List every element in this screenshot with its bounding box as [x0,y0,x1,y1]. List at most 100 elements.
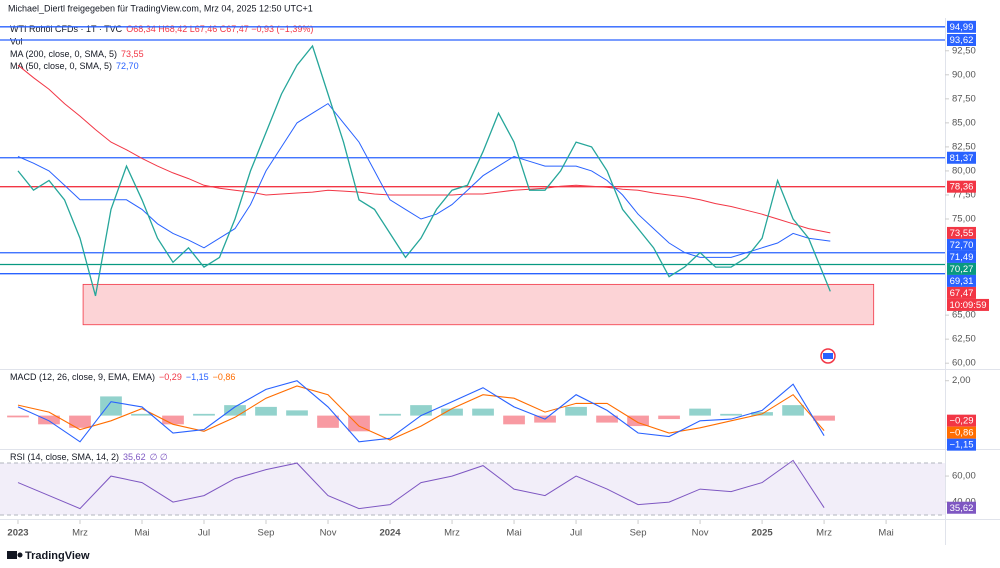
attribution: Michael_Diertl freigegeben für TradingVi… [8,3,313,13]
series-line [17,102,831,258]
series-line [17,385,825,441]
macd-title: MACD (12, 26, close, 9, EMA, EMA) [10,372,155,382]
histogram-bar [100,396,122,416]
histogram-bar [658,415,680,420]
x-tick-label: Mrz [72,528,88,539]
y-tick-label: 2,00 [952,375,971,386]
price-label-box [947,151,976,164]
price-label: 35,62 [950,503,974,514]
y-tick-label: 85,00 [952,117,976,128]
histogram-bar [224,405,246,416]
price-label: −1,15 [949,440,973,451]
logo [7,551,23,559]
x-tick-label: Sep [630,528,647,539]
brand: TradingView [25,550,90,562]
series-line [17,44,831,297]
symbol-title: WTI Rohöl CFDs · 1T · TVC [10,24,123,34]
rsi-title: RSI (14, close, SMA, 14, 2) [10,452,119,462]
histogram-bar [627,415,649,427]
rsi-band [0,463,945,516]
flag-icon [820,348,836,364]
y-tick-label: 82,50 [952,141,976,152]
price-label-box [947,274,976,287]
macd-value: −1,15 [186,372,209,382]
histogram-bar [193,413,215,416]
price-label: 69,31 [950,276,974,287]
x-tick-label: Nov [320,528,337,539]
x-tick-label: Sep [258,528,275,539]
histogram-bar [348,415,370,432]
price-label: 72,70 [950,240,974,251]
ma50-value: 72,70 [116,61,139,71]
price-label: 73,55 [950,228,974,239]
legend-rsi: RSI (14, close, SMA, 14, 2) 35,62 ∅ ∅ [10,452,168,462]
price-label: −0,86 [949,428,973,439]
histogram-bar [472,408,494,416]
x-tick-label: Nov [692,528,709,539]
x-tick-label: Mai [878,528,893,539]
price-label-box [947,226,976,239]
price-label-box [947,250,976,263]
x-tick-label: Mai [506,528,521,539]
histogram-bar [162,415,184,425]
price-label-box [947,20,976,33]
histogram-bar [38,415,60,425]
price-label: 94,99 [950,22,974,33]
histogram-bar [317,415,339,428]
macd-signal-value: −0,86 [213,372,236,382]
legend-ma50: MA (50, close, 0, SMA, 5) 72,70 [10,61,139,71]
legend-volume: Vol [10,36,23,46]
price-label-box [947,262,976,275]
ma200-name: MA (200, close, 0, SMA, 5) [10,49,117,59]
x-tick-label: 2025 [752,528,774,539]
y-tick-label: 60,00 [952,358,976,369]
legend-ma200: MA (200, close, 0, SMA, 5) 73,55 [10,49,144,59]
y-tick-label: 87,50 [952,93,976,104]
price-label-box [947,501,976,514]
x-tick-label: 2023 [7,528,28,539]
histogram-bar [782,405,804,416]
price-label-box [947,33,976,46]
price-label-box [947,238,976,251]
price-label: 78,36 [950,182,974,193]
y-tick-label: 92,50 [952,45,976,56]
x-tick-label: Jul [198,528,210,539]
x-tick-label: Mai [134,528,149,539]
rsi-suffix: ∅ ∅ [150,452,168,462]
histogram-bar [410,405,432,416]
ohlc: O68,34 H68,42 L67,46 C67,47 −0,93 (−1,39… [126,24,313,34]
x-tick-label: Mrz [816,528,832,539]
ma50-name: MA (50, close, 0, SMA, 5) [10,61,112,71]
legend-macd: MACD (12, 26, close, 9, EMA, EMA) −0,29 −1… [10,372,235,382]
ma200-value: 73,55 [121,49,144,59]
y-tick-label: 75,00 [952,214,976,225]
histogram-bar [813,415,835,421]
y-tick-label: 90,00 [952,69,976,80]
histogram-bar [720,413,742,416]
histogram-bar [441,408,463,416]
histogram-bar [379,413,401,416]
price-label: 81,37 [950,153,974,164]
price-label: 67,47 [950,288,974,299]
histogram-bar [7,415,29,418]
price-label-box [947,414,976,427]
x-tick-label: Mrz [444,528,460,539]
y-tick-label: 60,00 [952,471,976,482]
y-tick-label: 65,00 [952,310,976,321]
series-line [17,380,825,443]
series-line [17,459,825,510]
y-tick-label: 77,50 [952,189,976,200]
countdown: 10:09:59 [950,300,987,311]
histogram-bar [596,415,618,423]
y-tick-label: 80,00 [952,165,976,176]
histogram-bar [565,406,587,416]
price-label-box [947,438,976,451]
macd-hist-value: −0,29 [159,372,182,382]
price-label: 93,62 [950,35,974,46]
histogram-bar [255,406,277,416]
x-tick-label: 2024 [379,528,401,539]
price-label: 71,49 [950,252,974,263]
countdown-box [947,298,989,311]
price-label-box [947,180,976,193]
price-label-box [947,286,976,299]
